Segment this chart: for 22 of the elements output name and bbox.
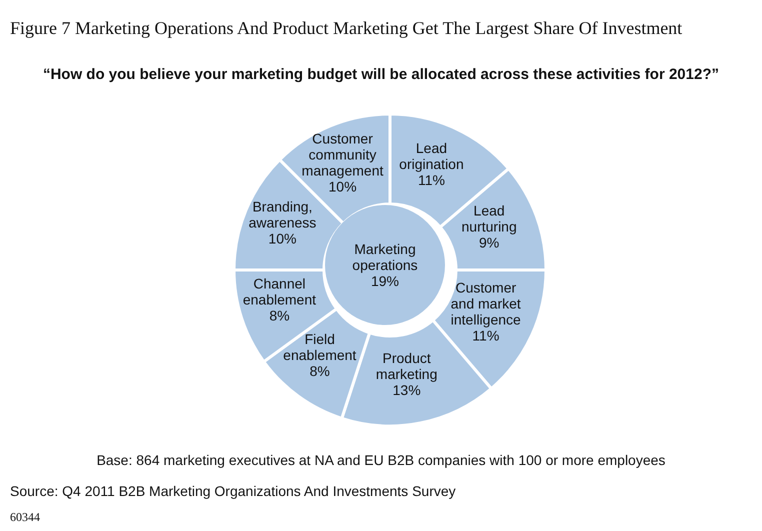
chart-subtitle: “How do you believe your marketing budget will be allocated across these activities for 2012?” xyxy=(42,66,720,83)
source-note: Source: Q4 2011 B2B Marketing Organizations And Investments Survey xyxy=(10,483,456,499)
data-label: 8% xyxy=(269,307,290,324)
slice-label: Branding, awareness xyxy=(248,198,316,231)
slice-label: Field enablement xyxy=(283,330,356,363)
data-label: 10% xyxy=(268,230,296,247)
data-label: 8% xyxy=(310,362,330,379)
data-label: 13% xyxy=(392,382,421,398)
data-label: 11% xyxy=(418,172,445,188)
slice-label: Lead origination xyxy=(399,140,464,172)
text: Marketing operations 19% xyxy=(352,241,418,289)
data-label: 11% xyxy=(472,327,500,344)
chart-title: Figure 7 Marketing Operations And Product Marketing Get The Largest Share Of Investment xyxy=(10,18,682,39)
slice-label: Lead nurturing xyxy=(462,202,517,235)
slice-label: Customer and market intelligence xyxy=(450,279,522,328)
text: 60344 xyxy=(10,510,40,525)
data-label: 10% xyxy=(328,178,357,194)
slice-label: Customer community management xyxy=(302,130,384,178)
slice-label: Channel enablement xyxy=(242,275,316,308)
slice-label: Product marketing xyxy=(376,350,438,382)
text: Base: 864 marketing executives at NA and EU B2B companies with 100 or more employees xyxy=(96,452,666,468)
data-label: 9% xyxy=(479,234,500,251)
